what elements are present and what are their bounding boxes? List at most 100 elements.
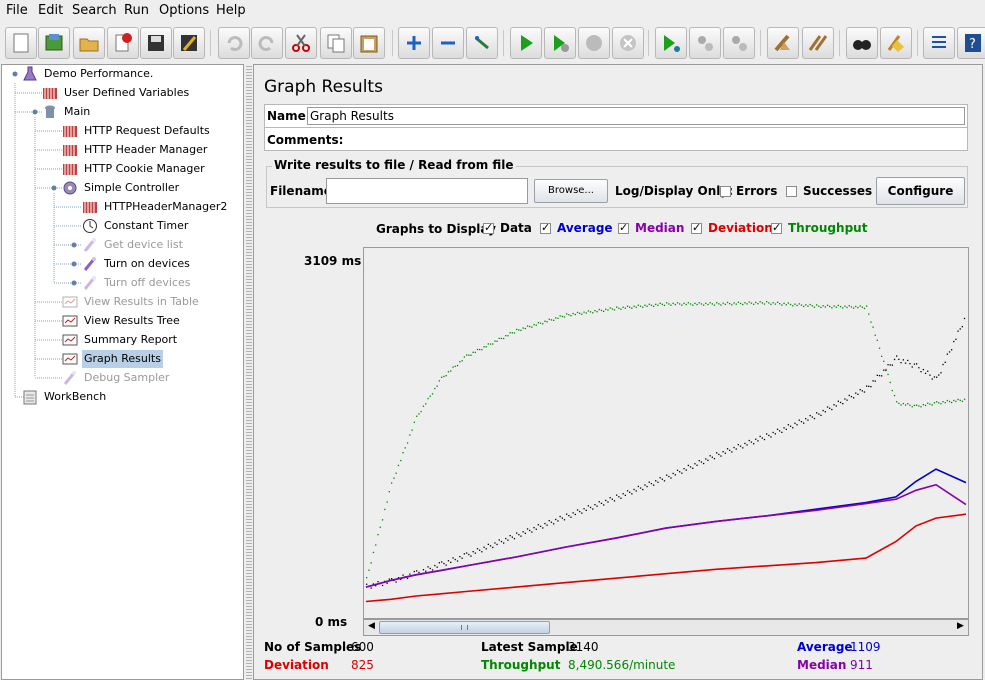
collapse-icon[interactable] (432, 27, 464, 59)
help-icon[interactable]: ? (957, 27, 985, 59)
name-input[interactable]: Graph Results (307, 107, 965, 125)
clear-icon[interactable] (767, 27, 799, 59)
menu-edit[interactable]: Edit (38, 3, 64, 18)
data-point (831, 408, 833, 411)
search-icon[interactable] (846, 27, 878, 59)
data-point (381, 519, 384, 521)
redo-icon[interactable] (251, 27, 283, 59)
data-point (546, 524, 548, 526)
remote-start-icon[interactable] (655, 27, 687, 59)
graph-option-data-checkbox[interactable] (483, 221, 494, 234)
data-point (529, 325, 531, 328)
clear-all-icon[interactable] (802, 27, 834, 59)
data-point (739, 445, 742, 447)
graph-option-deviation-checkbox[interactable] (691, 221, 702, 234)
graph-option-average-checkbox[interactable] (540, 221, 551, 234)
data-point (622, 306, 624, 308)
data-point (779, 430, 781, 432)
data-point (724, 303, 726, 305)
save-icon[interactable] (140, 27, 172, 59)
data-point (659, 477, 661, 479)
reset-search-icon[interactable] (880, 27, 912, 59)
data-point (611, 498, 613, 500)
configure-button[interactable]: Configure (876, 177, 965, 205)
data-point (863, 307, 866, 310)
remote-shutdown-icon[interactable] (723, 27, 755, 59)
successes-checkbox[interactable] (786, 186, 797, 197)
toggle-icon[interactable] (466, 27, 498, 59)
data-point (787, 302, 789, 304)
data-point (846, 306, 848, 309)
data-point (544, 320, 546, 322)
data-point (596, 505, 598, 507)
data-point (785, 428, 787, 430)
errors-checkbox[interactable] (720, 186, 731, 197)
data-point (518, 534, 520, 536)
data-point (772, 302, 774, 304)
data-point (948, 351, 951, 353)
paste-icon[interactable] (353, 27, 385, 59)
data-point (781, 431, 783, 433)
data-point (474, 351, 476, 353)
data-point (598, 308, 600, 311)
data-point (507, 335, 509, 337)
menu-help[interactable]: Help (216, 3, 246, 18)
data-point (616, 494, 618, 496)
undo-icon[interactable] (218, 27, 250, 59)
new-icon[interactable] (5, 27, 37, 59)
data-point (953, 340, 955, 343)
data-point (720, 455, 722, 457)
splitter-handle[interactable] (246, 64, 252, 680)
filename-input[interactable] (326, 178, 528, 204)
data-point (922, 368, 924, 371)
close-icon[interactable] (107, 27, 139, 59)
horizontal-scrollbar[interactable]: ◀ ▶ (363, 619, 969, 636)
remote-stop-icon[interactable] (689, 27, 721, 59)
data-point (759, 301, 761, 303)
data-point (692, 304, 694, 306)
sampler-icon (82, 237, 98, 253)
data-point (370, 562, 372, 564)
menu-search[interactable]: Search (72, 3, 117, 18)
save-as-icon[interactable] (173, 27, 205, 59)
comments-input[interactable] (333, 130, 963, 147)
tree-item-label: Turn off devices (104, 276, 191, 289)
shutdown-icon[interactable] (612, 27, 644, 59)
data-point (951, 401, 953, 404)
data-point (826, 304, 829, 306)
data-point (889, 364, 891, 366)
data-point (748, 439, 750, 442)
expand-icon[interactable] (398, 27, 430, 59)
function-helper-icon[interactable] (923, 27, 955, 59)
menu-file[interactable]: File (6, 3, 28, 18)
data-point (438, 562, 440, 564)
data-point (639, 487, 642, 489)
data-point (498, 539, 500, 541)
browse-button[interactable]: Browse... (534, 179, 608, 203)
templates-icon[interactable] (38, 27, 70, 59)
data-point (833, 404, 835, 406)
copy-icon[interactable] (320, 27, 352, 59)
tree-item-label: Summary Report (84, 333, 178, 346)
menu-options[interactable]: Options (159, 3, 210, 18)
graph-option-median-checkbox[interactable] (618, 221, 629, 234)
data-point (542, 527, 544, 529)
scroll-left-icon[interactable]: ◀ (368, 621, 375, 631)
graph-option-throughput-checkbox[interactable] (771, 221, 782, 234)
scroll-right-icon[interactable]: ▶ (957, 621, 964, 631)
scroll-thumb[interactable] (379, 621, 550, 634)
data-point (581, 512, 583, 514)
menu-run[interactable]: Run (124, 3, 149, 18)
data-point (953, 399, 955, 402)
data-point (709, 302, 711, 304)
data-point (546, 321, 548, 323)
stop-icon[interactable] (578, 27, 610, 59)
data-point (946, 353, 948, 355)
open-icon[interactable] (73, 27, 105, 59)
cut-icon[interactable] (285, 27, 317, 59)
data-point (885, 369, 887, 372)
test-plan-icon (22, 66, 38, 82)
start-icon[interactable] (510, 27, 542, 59)
start-no-pauses-icon[interactable] (544, 27, 576, 59)
data-point (753, 303, 755, 305)
